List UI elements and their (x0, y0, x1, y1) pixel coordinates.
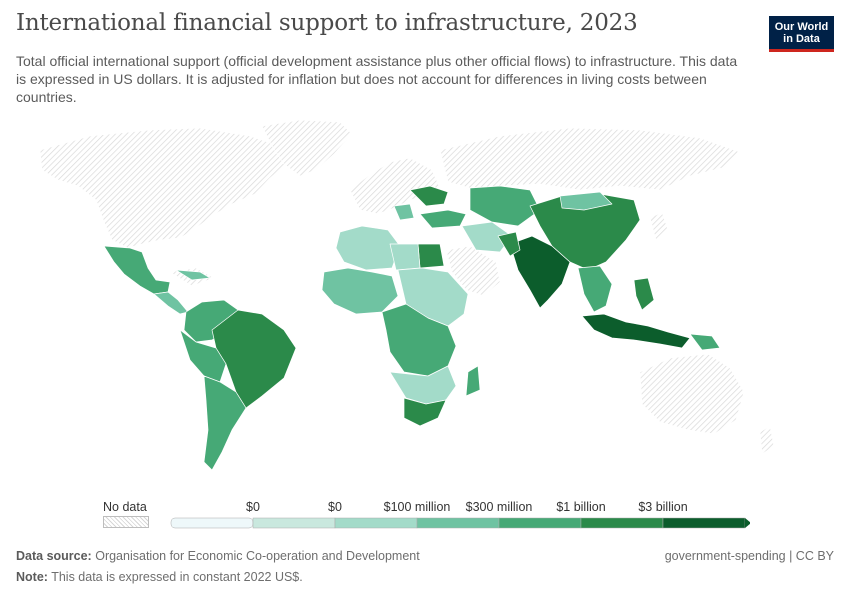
footer-source: Data source: Organisation for Economic C… (16, 549, 420, 563)
country-india[interactable] (509, 235, 571, 309)
country-japan[interactable] (649, 211, 669, 241)
region-arabian-peninsula[interactable] (445, 245, 501, 297)
country-new-zealand[interactable] (759, 425, 775, 455)
legend-tick-6: $3 billion (638, 500, 688, 514)
country-balkans[interactable] (393, 203, 415, 221)
legend-tick-4: $300 million (465, 500, 533, 514)
legend-no-data-swatch (103, 516, 149, 528)
region-west-africa[interactable] (321, 267, 399, 315)
legend-bin-3[interactable] (334, 517, 418, 529)
country-papua-new-guinea[interactable] (689, 333, 721, 351)
legend-bin-6[interactable] (580, 517, 664, 529)
region-russia[interactable] (439, 127, 741, 191)
region-greenland[interactable] (261, 119, 353, 177)
region-southern-africa[interactable] (389, 365, 457, 405)
footer-note: Note: This data is expressed in constant… (16, 570, 303, 584)
legend-color-scale (170, 517, 750, 529)
legend-tick-2: $0 (328, 500, 342, 514)
country-madagascar[interactable] (465, 365, 481, 397)
legend-bin-1[interactable] (170, 517, 254, 529)
country-australia[interactable] (639, 353, 745, 435)
country-pakistan[interactable] (497, 231, 521, 257)
country-ukraine[interactable] (409, 185, 449, 207)
region-southeast-asia[interactable] (577, 265, 613, 313)
chart-title: International financial support to infra… (16, 10, 638, 36)
source-text[interactable]: Organisation for Economic Co-operation a… (95, 549, 420, 563)
country-philippines[interactable] (633, 277, 655, 311)
world-map (39, 119, 775, 471)
note-text: This data is expressed in constant 2022 … (51, 570, 303, 584)
country-egypt[interactable] (417, 243, 445, 269)
country-indonesia[interactable] (581, 313, 691, 349)
country-peru-bolivia[interactable] (179, 329, 227, 383)
legend-bin-5[interactable] (498, 517, 582, 529)
owid-logo[interactable]: Our World in Data (769, 16, 834, 52)
country-mexico[interactable] (103, 245, 171, 295)
country-morocco-algeria[interactable] (335, 225, 401, 271)
region-central-america[interactable] (153, 291, 189, 315)
logo-line-2: in Data (783, 33, 820, 45)
country-south-africa[interactable] (403, 397, 447, 427)
legend-tick-3: $100 million (383, 500, 451, 514)
region-north-america[interactable] (39, 127, 291, 249)
logo-line-1: Our World (774, 21, 829, 33)
country-libya[interactable] (389, 243, 421, 271)
legend-no-data-label: No data (103, 500, 147, 514)
country-argentina-chile[interactable] (203, 375, 247, 471)
footer-license[interactable]: government-spending | CC BY (664, 549, 834, 563)
chart-subtitle: Total official international support (of… (16, 53, 738, 105)
legend-bin-2[interactable] (252, 517, 336, 529)
country-turkey[interactable] (419, 209, 467, 229)
country-cuba[interactable] (175, 269, 211, 281)
source-label: Data source: (16, 549, 92, 563)
legend-bin-7[interactable] (662, 517, 746, 529)
country-mongolia[interactable] (559, 191, 613, 211)
region-central-asia[interactable] (469, 185, 541, 227)
legend-arrow-tip (745, 518, 750, 528)
legend-bin-4[interactable] (416, 517, 500, 529)
note-label: Note: (16, 570, 48, 584)
legend-tick-1: $0 (246, 500, 260, 514)
legend-tick-5: $1 billion (556, 500, 606, 514)
